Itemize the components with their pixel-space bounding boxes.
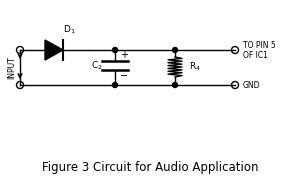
Text: −: − (120, 71, 128, 81)
Text: D$_1$: D$_1$ (63, 24, 76, 36)
Text: +: + (120, 50, 128, 60)
Text: OF IC1: OF IC1 (243, 51, 268, 60)
Text: R$_4$: R$_4$ (189, 61, 201, 73)
Text: GND: GND (243, 80, 260, 89)
Circle shape (172, 82, 178, 87)
Polygon shape (45, 40, 63, 60)
Circle shape (112, 82, 118, 87)
Circle shape (112, 48, 118, 53)
Text: INPUT: INPUT (8, 56, 16, 79)
Circle shape (172, 48, 178, 53)
Text: Figure 3 Circuit for Audio Application: Figure 3 Circuit for Audio Application (42, 161, 258, 174)
Text: TO PIN 5: TO PIN 5 (243, 42, 276, 51)
Text: C$_2$: C$_2$ (91, 59, 103, 72)
